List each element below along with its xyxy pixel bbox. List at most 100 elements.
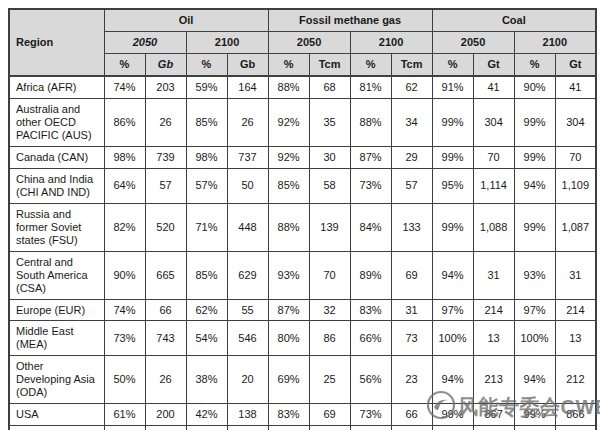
year-header-oil-2100: 2100: [186, 31, 268, 53]
value-cell: 57: [145, 168, 186, 203]
value-cell: 99%: [514, 203, 555, 251]
value-cell: 214: [555, 299, 596, 321]
value-cell: 1,087: [555, 203, 596, 251]
value-cell: 3,336: [145, 426, 186, 430]
value-cell: 41: [555, 76, 596, 98]
value-cell: 82%: [104, 203, 145, 251]
value-cell: 69: [391, 251, 432, 299]
value-cell: 92%: [268, 98, 309, 146]
table-row: Canada (CAN)98%73998%73792%3087%2999%709…: [9, 146, 596, 168]
value-cell: 739: [145, 146, 186, 168]
value-cell: 31: [391, 299, 432, 321]
value-cell: 95%: [432, 168, 473, 203]
value-cell: 54%: [186, 321, 227, 356]
value-cell: 629: [227, 251, 268, 299]
value-cell: 70: [473, 146, 514, 168]
value-cell: 26: [145, 356, 186, 404]
value-cell: 88%: [350, 98, 391, 146]
year-header-gas-2050: 2050: [268, 31, 350, 53]
unit-header: Gb: [145, 53, 186, 75]
value-cell: 61%: [104, 404, 145, 426]
value-cell: 73%: [104, 321, 145, 356]
group-header-oil: Oil: [104, 9, 268, 31]
value-cell: 97%: [432, 299, 473, 321]
region-cell: Europe (EUR): [9, 299, 104, 321]
value-cell: 133: [391, 203, 432, 251]
value-cell: 50: [227, 168, 268, 203]
value-cell: 520: [145, 203, 186, 251]
value-cell: 81%: [104, 426, 145, 430]
value-cell: 84%: [350, 203, 391, 251]
value-cell: 93%: [514, 251, 555, 299]
region-cell: Australia and other OECD PACIFIC (AUS): [9, 98, 104, 146]
table-row: Middle East (MEA)73%74354%54680%8666%731…: [9, 321, 596, 356]
value-cell: 99%: [514, 146, 555, 168]
value-cell: 34: [391, 98, 432, 146]
value-cell: 69: [309, 404, 350, 426]
value-cell: 79%: [350, 426, 391, 430]
table-row: Global81%3,33671%2,90586%62579%59097%3,9…: [9, 426, 596, 430]
value-cell: 90%: [104, 251, 145, 299]
region-cell: Canada (CAN): [9, 146, 104, 168]
value-cell: 737: [227, 146, 268, 168]
value-cell: 26: [227, 98, 268, 146]
value-cell: 94%: [432, 251, 473, 299]
value-cell: 3,955: [473, 426, 514, 430]
value-cell: 57: [391, 168, 432, 203]
unit-header: %: [104, 53, 145, 75]
value-cell: 93%: [268, 251, 309, 299]
value-cell: 66: [145, 299, 186, 321]
table-row: USA61%20042%13883%6973%6699%86799%866: [9, 404, 596, 426]
value-cell: 31: [473, 251, 514, 299]
unit-header: Gt: [555, 53, 596, 75]
value-cell: 13: [555, 321, 596, 356]
value-cell: 590: [391, 426, 432, 430]
value-cell: 41: [473, 76, 514, 98]
value-cell: 73: [391, 321, 432, 356]
unburnable-reserves-table: Region Oil Fossil methane gas Coal 2050 …: [8, 8, 597, 430]
value-cell: 81%: [350, 76, 391, 98]
unit-header: Tcm: [309, 53, 350, 75]
group-header-gas: Fossil methane gas: [268, 9, 432, 31]
value-cell: 3,952: [555, 426, 596, 430]
value-cell: 213: [473, 356, 514, 404]
value-cell: 69%: [268, 356, 309, 404]
region-cell: Russia and former Soviet states (FSU): [9, 203, 104, 251]
value-cell: 42%: [186, 404, 227, 426]
value-cell: 203: [145, 76, 186, 98]
table-row: China and India (CHI AND IND)64%5757%508…: [9, 168, 596, 203]
table-row: Europe (EUR)74%6662%5587%3283%3197%21497…: [9, 299, 596, 321]
value-cell: 25: [309, 356, 350, 404]
value-cell: 97%: [514, 299, 555, 321]
value-cell: 71%: [186, 203, 227, 251]
value-cell: 59%: [186, 76, 227, 98]
value-cell: 30: [309, 146, 350, 168]
value-cell: 94%: [432, 356, 473, 404]
value-cell: 97%: [432, 426, 473, 430]
value-cell: 625: [309, 426, 350, 430]
value-cell: 99%: [432, 404, 473, 426]
table-row: Other Developing Asia (ODA)50%2638%2069%…: [9, 356, 596, 404]
region-cell: Other Developing Asia (ODA): [9, 356, 104, 404]
value-cell: 98%: [186, 146, 227, 168]
value-cell: 66%: [350, 321, 391, 356]
value-cell: 867: [473, 404, 514, 426]
value-cell: 99%: [432, 203, 473, 251]
value-cell: 58: [309, 168, 350, 203]
value-cell: 85%: [268, 168, 309, 203]
value-cell: 91%: [432, 76, 473, 98]
value-cell: 1,114: [473, 168, 514, 203]
value-cell: 87%: [268, 299, 309, 321]
value-cell: 138: [227, 404, 268, 426]
value-cell: 55: [227, 299, 268, 321]
unit-header: %: [350, 53, 391, 75]
unit-header: %: [186, 53, 227, 75]
value-cell: 23: [391, 356, 432, 404]
value-cell: 64%: [104, 168, 145, 203]
value-cell: 98%: [104, 146, 145, 168]
value-cell: 1,109: [555, 168, 596, 203]
table-row: Russia and former Soviet states (FSU)82%…: [9, 203, 596, 251]
region-cell: Middle East (MEA): [9, 321, 104, 356]
value-cell: 31: [555, 251, 596, 299]
year-header-coal-2050: 2050: [432, 31, 514, 53]
